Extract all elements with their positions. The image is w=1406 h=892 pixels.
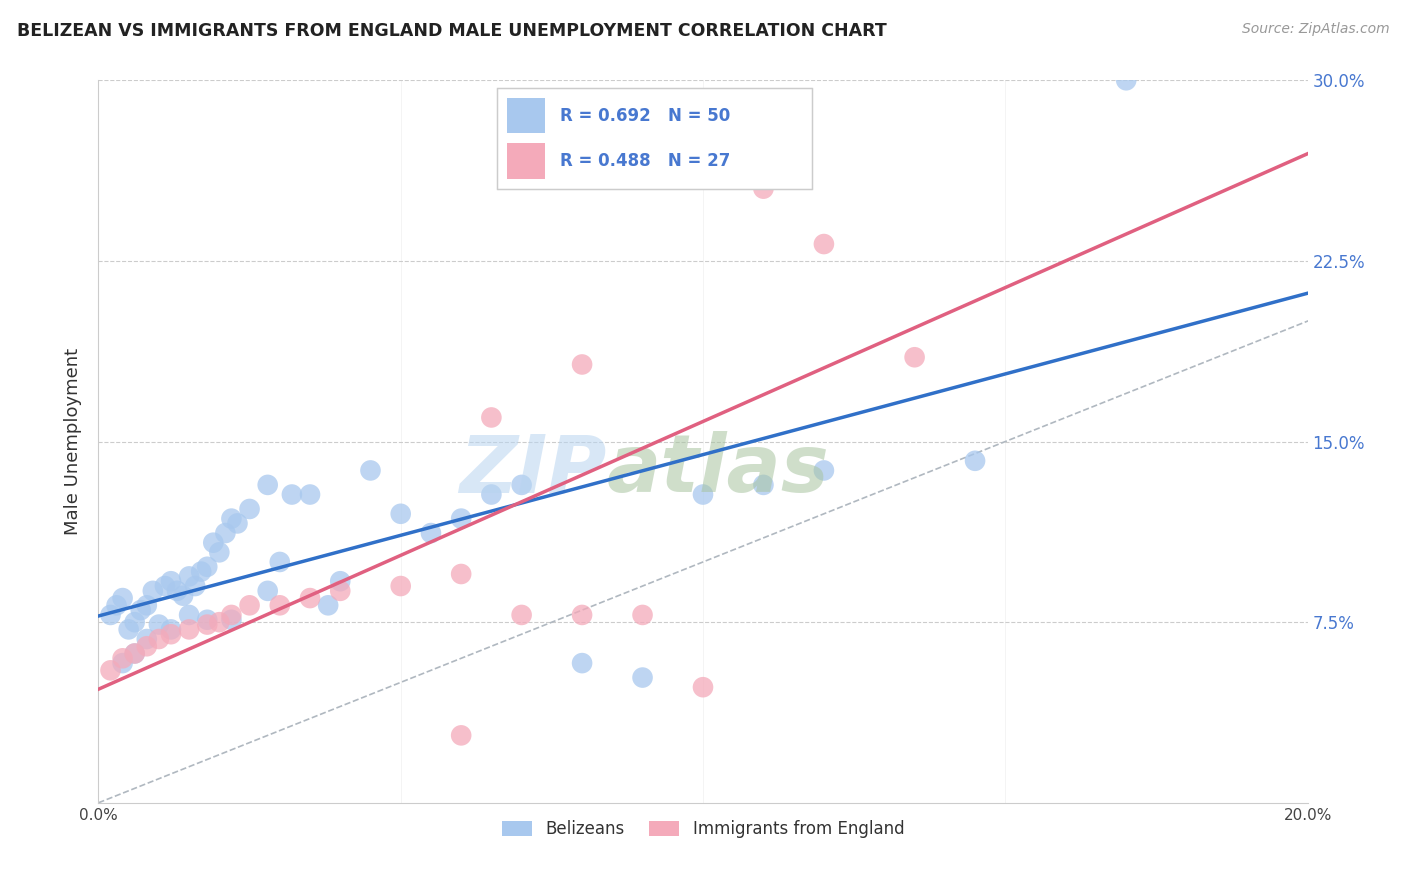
Point xyxy=(389,507,412,521)
Point xyxy=(124,615,146,630)
Point xyxy=(360,463,382,477)
Text: ZIP: ZIP xyxy=(458,432,606,509)
Point xyxy=(450,511,472,525)
Point xyxy=(179,623,201,637)
Point xyxy=(142,583,165,598)
Point xyxy=(184,579,207,593)
Point xyxy=(208,545,231,559)
Point xyxy=(450,567,472,582)
Point xyxy=(1115,73,1137,87)
Point xyxy=(752,181,775,195)
Point xyxy=(111,651,134,665)
Point xyxy=(195,613,218,627)
Point xyxy=(239,599,262,613)
Point xyxy=(135,599,157,613)
Point xyxy=(179,607,201,622)
Point xyxy=(481,487,503,501)
Point xyxy=(965,454,987,468)
Point xyxy=(111,656,134,670)
Point xyxy=(299,487,322,501)
Point xyxy=(124,647,146,661)
Point xyxy=(571,607,593,622)
Point xyxy=(481,410,503,425)
Point xyxy=(450,728,472,742)
Point xyxy=(256,583,278,598)
Point xyxy=(179,569,201,583)
Text: BELIZEAN VS IMMIGRANTS FROM ENGLAND MALE UNEMPLOYMENT CORRELATION CHART: BELIZEAN VS IMMIGRANTS FROM ENGLAND MALE… xyxy=(17,22,887,40)
Y-axis label: Male Unemployment: Male Unemployment xyxy=(65,348,83,535)
Point xyxy=(571,656,593,670)
Point xyxy=(148,632,170,646)
Point xyxy=(195,617,218,632)
Point xyxy=(239,502,262,516)
Legend: Belizeans, Immigrants from England: Belizeans, Immigrants from England xyxy=(495,814,911,845)
Point xyxy=(571,358,593,372)
Point xyxy=(202,535,225,549)
Point xyxy=(160,623,183,637)
Text: atlas: atlas xyxy=(606,432,830,509)
Point xyxy=(195,559,218,574)
Point xyxy=(299,591,322,605)
Point xyxy=(316,599,339,613)
Point xyxy=(214,526,236,541)
Point xyxy=(129,603,152,617)
Point xyxy=(221,511,243,525)
Point xyxy=(135,639,157,653)
Point xyxy=(226,516,249,531)
Point xyxy=(153,579,176,593)
Point xyxy=(111,591,134,605)
Point xyxy=(420,526,443,541)
Point xyxy=(100,607,122,622)
Point xyxy=(269,599,291,613)
Point xyxy=(692,150,714,164)
Point xyxy=(124,647,146,661)
Point xyxy=(172,589,194,603)
Point xyxy=(208,615,231,630)
Point xyxy=(160,574,183,589)
Point xyxy=(221,607,243,622)
Point xyxy=(190,565,212,579)
Point xyxy=(256,478,278,492)
Point xyxy=(269,555,291,569)
Point xyxy=(631,671,654,685)
Point xyxy=(510,478,533,492)
Point xyxy=(813,237,835,252)
Point xyxy=(105,599,128,613)
Point xyxy=(752,478,775,492)
Point xyxy=(135,632,157,646)
Point xyxy=(148,617,170,632)
Text: Source: ZipAtlas.com: Source: ZipAtlas.com xyxy=(1241,22,1389,37)
Point xyxy=(631,607,654,622)
Point xyxy=(160,627,183,641)
Point xyxy=(904,350,927,364)
Point xyxy=(118,623,141,637)
Point xyxy=(100,664,122,678)
Point xyxy=(329,574,352,589)
Point xyxy=(329,583,352,598)
Point xyxy=(221,613,243,627)
Point xyxy=(813,463,835,477)
Point xyxy=(166,583,188,598)
Point xyxy=(389,579,412,593)
Point xyxy=(692,487,714,501)
Point xyxy=(281,487,304,501)
Point xyxy=(510,607,533,622)
Point xyxy=(692,680,714,694)
